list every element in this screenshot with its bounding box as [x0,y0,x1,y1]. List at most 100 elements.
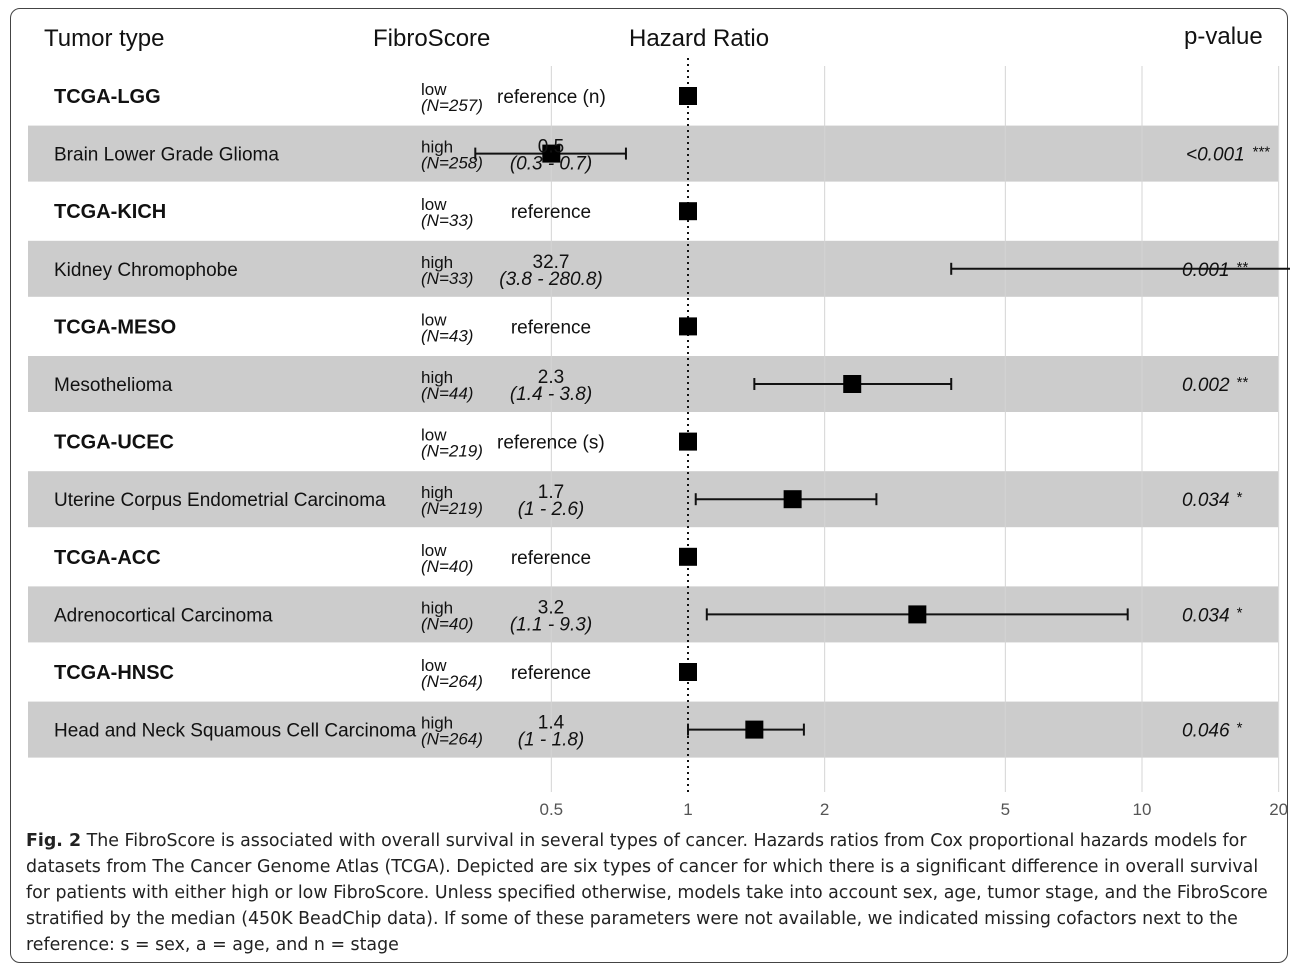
x-tick-label: 20 [1269,800,1288,819]
significance-stars: * [1236,489,1243,506]
hr-estimate-text: reference [511,663,591,684]
fibroscore-n: (N=219) [421,499,483,518]
tumor-type-label: Uterine Corpus Endometrial Carcinoma [54,490,386,511]
tumor-type-label: Brain Lower Grade Glioma [54,145,279,166]
p-value: 0.034 [1182,605,1230,626]
figure-frame [10,8,1288,963]
hr-ci-text: (0.3 - 0.7) [510,154,592,175]
fibroscore-n: (N=219) [421,442,483,461]
header-fibroscore: FibroScore [373,25,490,52]
hr-estimate-text: 1.4 [538,713,565,734]
p-value: 0.001 [1182,260,1230,281]
x-tick-label: 2 [820,800,829,819]
hr-point [783,490,802,509]
plot-marks [474,87,1290,739]
fibroscore-n: (N=44) [421,384,473,403]
x-tick-label: 0.5 [540,800,564,819]
p-value: <0.001 [1186,145,1245,166]
row-bands [28,125,1278,758]
fibroscore-level: low [421,310,447,329]
fibroscore-level: low [421,541,447,560]
fibroscore-n: (N=40) [421,614,473,633]
hr-point [679,663,697,681]
fibroscore-level: high [421,483,453,502]
hr-point [843,375,862,393]
tumor-type-label: Mesothelioma [54,375,173,396]
fibroscore-level: low [421,426,447,445]
tumor-type-label: TCGA-MESO [54,316,176,338]
grid-lines: 0.5125102050100200500 [540,66,1288,819]
hr-estimate-text: reference [511,317,591,338]
fibroscore-level: low [421,656,447,675]
fibroscore-level: high [421,253,453,272]
x-tick-label: 10 [1133,800,1152,819]
hr-ci-text: (1.4 - 3.8) [510,384,592,405]
hr-estimate-text: 2.3 [538,367,564,388]
significance-stars: ** [1236,374,1249,391]
fibroscore-level: high [421,714,453,733]
significance-stars: *** [1252,144,1271,161]
x-tick-label: 1 [683,800,692,819]
hr-estimate-text: 0.5 [538,137,564,158]
forest-plot: 0.5125102050100200500 TCGA-LGGlow(N=257)… [28,23,1290,819]
fibroscore-n: (N=43) [421,326,473,345]
row-band [28,356,1278,412]
header-hazard-ratio: Hazard Ratio [629,25,769,52]
hr-estimate-text: 3.2 [538,597,564,618]
x-tick-label: 5 [1001,800,1010,819]
fibroscore-level: high [421,598,453,617]
row-band [28,701,1278,758]
table-text: TCGA-LGG low(N=257) reference (n)Brain Low… [54,80,1271,751]
row-band [28,471,1278,528]
header-tumor-type: Tumor type [44,25,164,52]
p-value: 0.046 [1182,721,1230,742]
tumor-type-label: Head and Neck Squamous Cell Carcinoma [54,721,417,742]
fibroscore-level: low [421,80,447,99]
hr-estimate-text: 1.7 [538,482,564,503]
fibroscore-n: (N=264) [421,730,483,749]
fibroscore-level: high [421,368,453,387]
hr-ci-text: (1.1 - 9.3) [510,614,592,635]
tumor-type-label: TCGA-UCEC [54,432,174,454]
fibroscore-n: (N=33) [421,211,473,230]
tumor-type-label: Adrenocortical Carcinoma [54,605,273,626]
header-p-value: p-value [1184,23,1263,50]
fibroscore-n: (N=258) [421,154,483,173]
fibroscore-level: high [421,138,453,157]
tumor-type-label: TCGA-KICH [54,201,166,223]
hr-point [908,605,927,624]
significance-stars: * [1236,720,1243,737]
hr-point [679,432,697,451]
hr-point [745,720,764,739]
hr-ci-text: (1 - 1.8) [518,730,585,751]
caption-label: Fig. 2 [26,831,82,851]
hr-estimate-text: reference (n) [497,87,606,108]
tumor-type-label: TCGA-ACC [54,547,161,569]
p-value: 0.002 [1182,375,1230,396]
tumor-type-label: TCGA-HNSC [54,662,174,684]
hr-estimate-text: reference [511,548,591,569]
hr-point [679,317,697,336]
tumor-type-label: TCGA-LGG [54,86,161,108]
figure-caption: Fig. 2 The FibroScore is associated with… [26,828,1276,958]
hr-estimate-text: reference [511,202,591,223]
hr-estimate-text: reference (s) [497,433,605,454]
hr-point [542,144,561,163]
p-value: 0.034 [1182,490,1230,511]
hr-estimate-text: 32.7 [533,252,570,273]
significance-stars: * [1236,604,1243,621]
fibroscore-n: (N=33) [421,269,473,288]
hr-point [679,202,697,221]
hr-ci-text: (3.8 - 280.8) [499,269,603,290]
significance-stars: ** [1236,259,1249,276]
fibroscore-n: (N=40) [421,557,473,576]
tumor-type-label: Kidney Chromophobe [54,260,238,281]
caption-text: The FibroScore is associated with overal… [26,831,1268,955]
fibroscore-n: (N=264) [421,672,483,691]
fibroscore-level: low [421,195,447,214]
fibroscore-n: (N=257) [421,96,483,115]
hr-point [679,547,697,566]
hr-ci-text: (1 - 2.6) [518,499,585,520]
row-band [28,125,1278,182]
hr-point [679,87,697,105]
